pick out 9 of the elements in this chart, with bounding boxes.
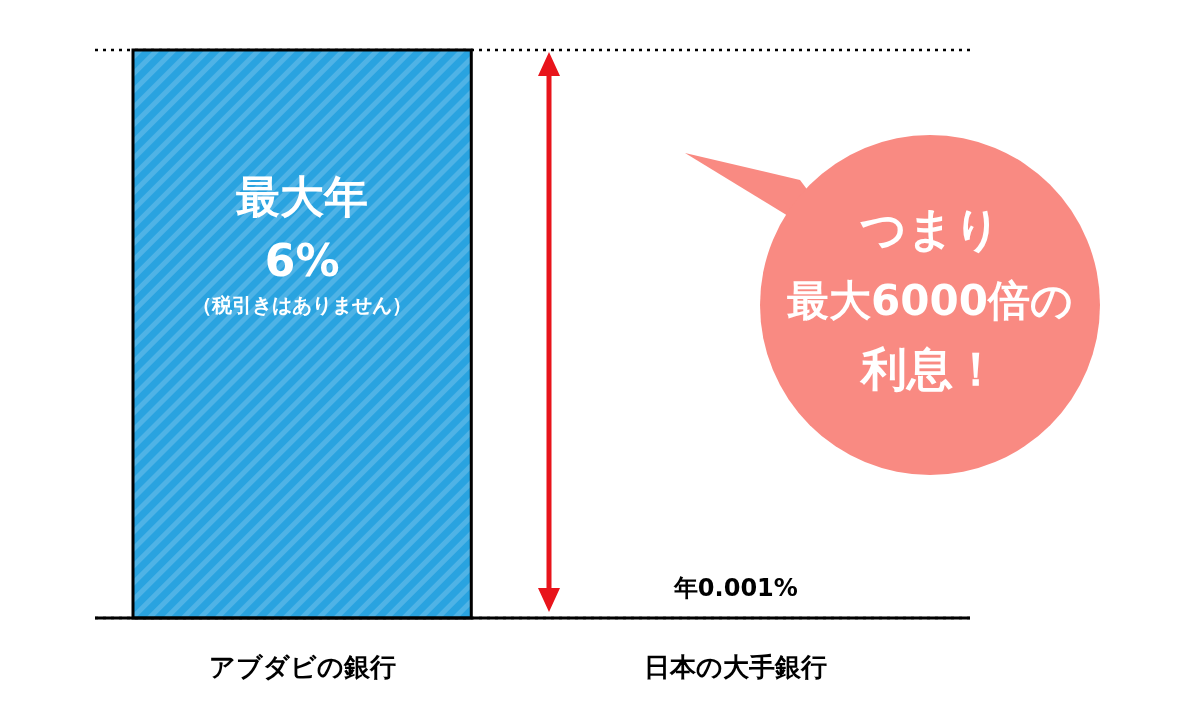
- annotation: （税引きはありません）: [192, 293, 413, 317]
- data-label: 6%: [264, 235, 340, 286]
- annotation: 最大6000倍の: [787, 276, 1073, 325]
- annotation: 利息！: [859, 342, 999, 396]
- x-tick-label: 日本の大手銀行: [644, 652, 828, 682]
- data-label: 年0.001%: [672, 573, 798, 602]
- x-tick-label: アブダビの銀行: [208, 652, 396, 682]
- annotation: つまり: [859, 202, 1001, 256]
- annotation: 最大年: [236, 171, 369, 222]
